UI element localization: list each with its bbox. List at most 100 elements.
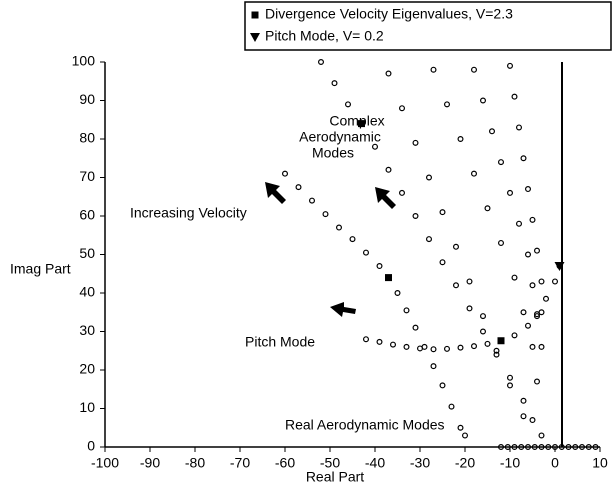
- point: [376, 338, 383, 345]
- point: [480, 328, 487, 335]
- point: [558, 444, 565, 451]
- y-tick-label: 30: [79, 322, 95, 338]
- y-tick-label: 0: [87, 438, 95, 454]
- point: [533, 378, 540, 385]
- point: [511, 444, 518, 451]
- point: [498, 239, 505, 246]
- point: [295, 184, 302, 191]
- y-tick-label: 20: [79, 361, 95, 377]
- point: [394, 290, 401, 297]
- point: [545, 444, 552, 451]
- point: [430, 66, 437, 73]
- point: [565, 444, 572, 451]
- point: [462, 432, 469, 439]
- point: [554, 262, 565, 272]
- point: [529, 343, 536, 350]
- x-tick-label: 0: [551, 455, 559, 471]
- point: [385, 70, 392, 77]
- point: [572, 444, 579, 451]
- point: [466, 305, 473, 312]
- point: [551, 444, 558, 451]
- point: [363, 249, 370, 256]
- annotation: Aerodynamic: [299, 129, 381, 145]
- point: [493, 351, 500, 358]
- point: [417, 345, 424, 352]
- point: [453, 243, 460, 250]
- point: [399, 189, 406, 196]
- point: [520, 397, 527, 404]
- legend-marker: [251, 11, 259, 19]
- point: [376, 263, 383, 270]
- point: [439, 209, 446, 216]
- point: [493, 347, 500, 354]
- x-tick-label: -70: [230, 455, 250, 471]
- point: [457, 136, 464, 143]
- point: [390, 341, 397, 348]
- point: [412, 139, 419, 146]
- x-tick-label: -40: [365, 455, 385, 471]
- point: [529, 282, 536, 289]
- point: [538, 278, 545, 285]
- x-tick-label: -50: [320, 455, 340, 471]
- point: [430, 346, 437, 353]
- y-tick-label: 100: [72, 53, 96, 69]
- point: [282, 170, 289, 177]
- point: [457, 344, 464, 351]
- point: [507, 382, 514, 389]
- annotation: Increasing Velocity: [130, 205, 247, 221]
- point: [480, 97, 487, 104]
- legend-marker: [250, 33, 260, 42]
- point: [515, 220, 522, 227]
- point: [349, 236, 356, 243]
- point: [511, 274, 518, 281]
- point: [439, 259, 446, 266]
- point: [448, 403, 455, 410]
- point: [518, 444, 525, 451]
- point: [585, 444, 592, 451]
- y-tick-label: 50: [79, 245, 95, 261]
- y-tick-label: 10: [79, 399, 95, 415]
- point: [497, 337, 505, 345]
- point: [426, 174, 433, 181]
- x-tick-label: 10: [592, 455, 608, 471]
- point: [538, 343, 545, 350]
- x-tick-label: -80: [185, 455, 205, 471]
- y-axis-label: Imag Part: [10, 261, 71, 277]
- point: [533, 311, 540, 318]
- point: [529, 216, 536, 223]
- point: [439, 382, 446, 389]
- point: [480, 313, 487, 320]
- point: [318, 58, 325, 65]
- legend-box: [244, 1, 612, 51]
- point: [511, 332, 518, 339]
- arrows: [265, 182, 396, 317]
- point: [358, 120, 365, 128]
- annotation: Modes: [312, 145, 354, 161]
- point: [520, 413, 527, 420]
- point: [322, 211, 329, 218]
- point: [309, 197, 316, 204]
- x-axis-label: Real Part: [306, 469, 364, 485]
- point: [524, 251, 531, 258]
- point: [363, 336, 370, 343]
- point: [457, 424, 464, 431]
- legend-label: Pitch Mode, V= 0.2: [265, 28, 384, 44]
- point: [524, 186, 531, 193]
- y-tick-label: 70: [79, 168, 95, 184]
- arrow: [265, 182, 286, 204]
- point: [444, 345, 451, 352]
- point: [551, 278, 558, 285]
- point: [430, 363, 437, 370]
- point: [507, 374, 514, 381]
- point: [504, 444, 511, 451]
- point: [498, 159, 505, 166]
- point: [507, 62, 514, 69]
- y-tick-label: 80: [79, 130, 95, 146]
- point: [520, 309, 527, 316]
- point: [471, 343, 478, 350]
- arrow: [375, 187, 396, 209]
- point: [529, 417, 536, 424]
- annotation: Pitch Mode: [245, 334, 315, 350]
- point: [385, 274, 392, 282]
- point: [471, 170, 478, 177]
